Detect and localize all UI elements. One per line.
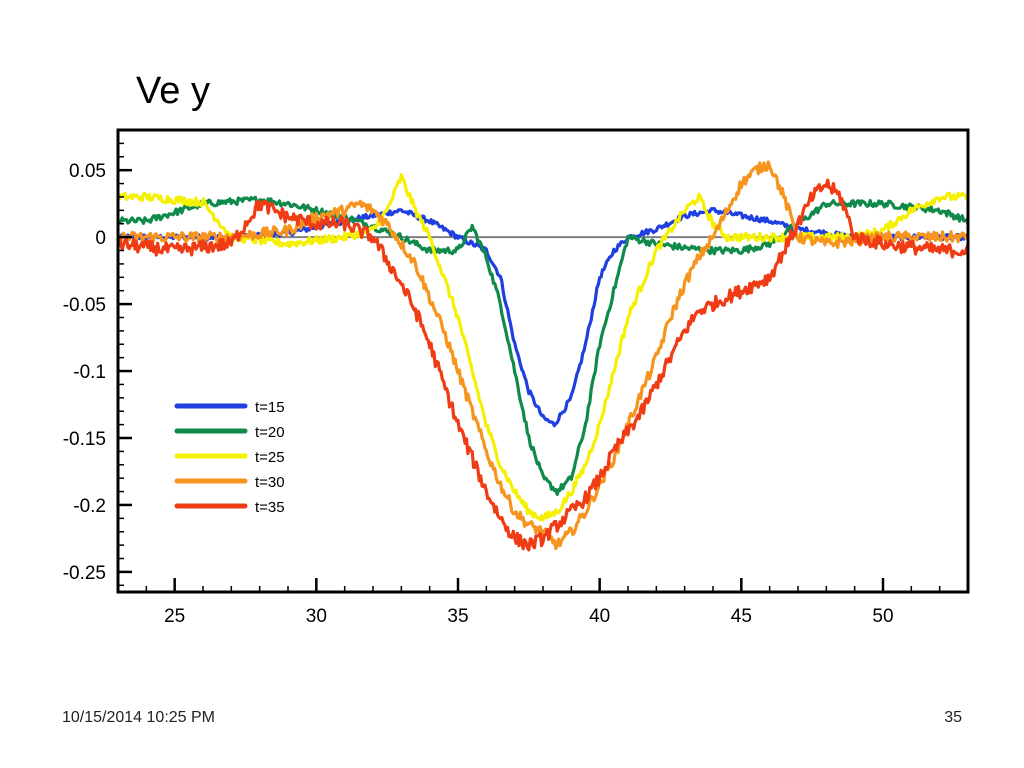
y-tick-label: -0.25	[63, 563, 106, 584]
y-tick-label: -0.1	[73, 362, 106, 383]
legend-label: t=15	[255, 399, 285, 416]
x-tick-label: 25	[164, 606, 185, 627]
x-tick-label: 50	[872, 606, 893, 627]
x-tick-label: 35	[447, 606, 468, 627]
y-tick-label: -0.05	[63, 295, 106, 316]
y-tick-label: 0.05	[69, 161, 106, 182]
slide-date: 10/15/2014 10:25 PM	[62, 709, 216, 726]
series-line-t-30	[118, 160, 968, 551]
legend-label: t=30	[255, 474, 285, 491]
x-tick-label: 40	[589, 606, 610, 627]
slide-title: Ve y	[136, 70, 210, 112]
x-tick-label: 30	[306, 606, 327, 627]
y-tick-label: -0.15	[63, 429, 106, 450]
series-line-t-35	[118, 178, 968, 552]
y-tick-label: 0	[95, 228, 106, 249]
y-tick-label: -0.2	[73, 496, 106, 517]
x-tick-label: 45	[731, 606, 752, 627]
legend-label: t=25	[255, 449, 285, 466]
series-line-t-20	[118, 195, 968, 496]
legend-label: t=35	[255, 499, 285, 516]
slide-page-number: 35	[944, 709, 962, 726]
legend-label: t=20	[255, 424, 285, 441]
